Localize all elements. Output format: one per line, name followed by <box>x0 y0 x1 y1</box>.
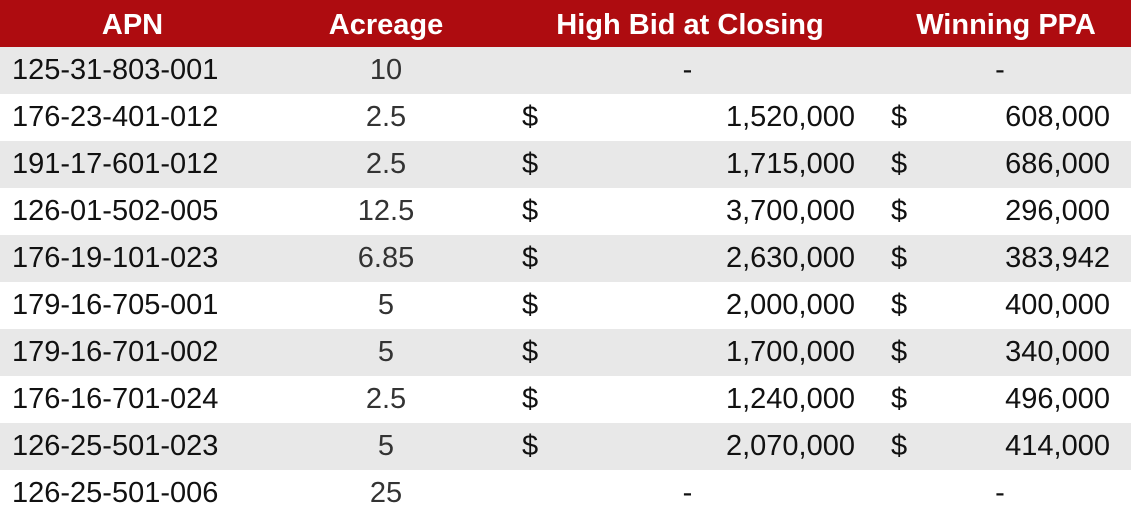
header-acreage: Acreage <box>328 9 444 41</box>
currency-symbol: $ <box>891 336 908 368</box>
table-row: 126-25-501-023 5 $ 2,070,000 $ 414,000 <box>0 423 1131 470</box>
winning-ppa-cell: 340,000 <box>1005 336 1110 368</box>
table-row: 176-19-101-023 6.85 $ 2,630,000 $ 383,94… <box>0 235 1131 282</box>
table-row: 126-01-502-005 12.5 $ 3,700,000 $ 296,00… <box>0 188 1131 235</box>
currency-symbol: $ <box>891 289 908 321</box>
apn-cell: 126-01-502-005 <box>12 195 219 227</box>
currency-symbol: $ <box>891 148 908 180</box>
high-bid-cell: 1,700,000 <box>725 336 855 368</box>
table-row: 191-17-601-012 2.5 $ 1,715,000 $ 686,000 <box>0 141 1131 188</box>
acreage-cell: 5 <box>377 336 395 368</box>
header-apn: APN <box>101 9 164 41</box>
apn-cell: 176-16-701-024 <box>12 383 219 415</box>
high-bid-cell: 2,000,000 <box>725 289 855 321</box>
table-row: 126-25-501-006 25 - - <box>0 470 1131 517</box>
apn-cell: 191-17-601-012 <box>12 148 219 180</box>
high-bid-cell: - <box>682 54 693 86</box>
currency-symbol: $ <box>522 430 539 462</box>
winning-ppa-cell: - <box>995 54 1005 86</box>
apn-cell: 126-25-501-023 <box>12 430 219 462</box>
currency-symbol: $ <box>522 336 539 368</box>
high-bid-cell: - <box>682 477 693 509</box>
currency-symbol: $ <box>522 383 539 415</box>
acreage-cell: 2.5 <box>365 101 407 133</box>
acreage-cell: 5 <box>377 430 395 462</box>
currency-symbol: $ <box>891 101 908 133</box>
winning-ppa-cell: 400,000 <box>1005 289 1110 321</box>
table-row: 179-16-705-001 5 $ 2,000,000 $ 400,000 <box>0 282 1131 329</box>
winning-ppa-cell: 608,000 <box>1005 101 1110 133</box>
apn-cell: 176-19-101-023 <box>12 242 219 274</box>
acreage-cell: 25 <box>369 477 403 509</box>
winning-ppa-cell: - <box>995 477 1005 509</box>
high-bid-cell: 3,700,000 <box>725 195 855 227</box>
high-bid-cell: 1,520,000 <box>725 101 855 133</box>
currency-symbol: $ <box>522 148 539 180</box>
table-row: 176-16-701-024 2.5 $ 1,240,000 $ 496,000 <box>0 376 1131 423</box>
table-row: 176-23-401-012 2.5 $ 1,520,000 $ 608,000 <box>0 94 1131 141</box>
currency-symbol: $ <box>891 242 908 274</box>
apn-cell: 125-31-803-001 <box>12 54 219 86</box>
high-bid-cell: 2,070,000 <box>725 430 855 462</box>
winning-ppa-cell: 296,000 <box>1005 195 1110 227</box>
table-row: 125-31-803-001 10 - - <box>0 47 1131 94</box>
header-winning-ppa: Winning PPA <box>916 9 1096 41</box>
acreage-cell: 2.5 <box>365 148 407 180</box>
high-bid-cell: 1,240,000 <box>725 383 855 415</box>
winning-ppa-cell: 383,942 <box>1005 242 1110 274</box>
high-bid-cell: 1,715,000 <box>725 148 855 180</box>
currency-symbol: $ <box>522 195 539 227</box>
currency-symbol: $ <box>891 430 908 462</box>
winning-ppa-cell: 686,000 <box>1005 148 1110 180</box>
apn-cell: 179-16-705-001 <box>12 289 219 321</box>
table-header: APN Acreage High Bid at Closing Winning … <box>0 0 1131 47</box>
acreage-cell: 5 <box>377 289 395 321</box>
currency-symbol: $ <box>891 383 908 415</box>
table-row: 179-16-701-002 5 $ 1,700,000 $ 340,000 <box>0 329 1131 376</box>
currency-symbol: $ <box>522 289 539 321</box>
apn-cell: 176-23-401-012 <box>12 101 219 133</box>
high-bid-cell: 2,630,000 <box>725 242 855 274</box>
currency-symbol: $ <box>522 242 539 274</box>
apn-cell: 179-16-701-002 <box>12 336 219 368</box>
winning-ppa-cell: 414,000 <box>1005 430 1110 462</box>
header-high-bid: High Bid at Closing <box>556 9 824 41</box>
acreage-cell: 12.5 <box>357 195 415 227</box>
currency-symbol: $ <box>522 101 539 133</box>
acreage-cell: 6.85 <box>357 242 415 274</box>
winning-ppa-cell: 496,000 <box>1005 383 1110 415</box>
acreage-cell: 10 <box>369 54 403 86</box>
acreage-cell: 2.5 <box>365 383 407 415</box>
currency-symbol: $ <box>891 195 908 227</box>
apn-cell: 126-25-501-006 <box>12 477 219 509</box>
